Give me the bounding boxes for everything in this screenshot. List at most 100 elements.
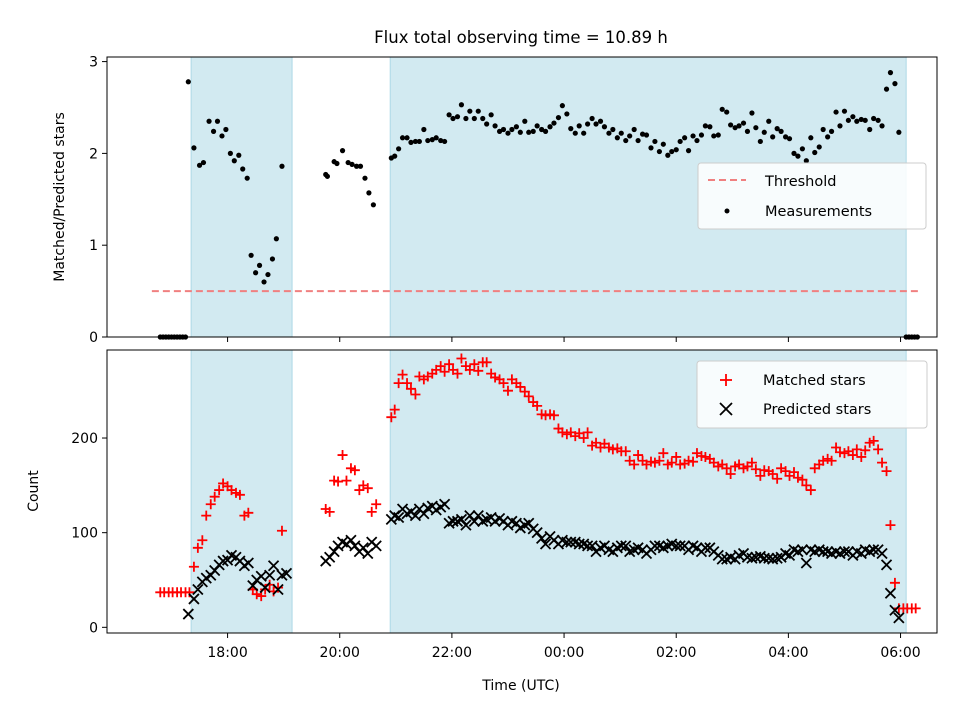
measurement-point [576, 123, 582, 129]
matched-star-point [582, 427, 593, 438]
measurement-point [841, 108, 848, 114]
predicted-star-point [409, 509, 422, 522]
top-legend: Threshold Measurements [697, 162, 927, 230]
measurement-point [887, 70, 894, 76]
measurement-point [334, 160, 340, 167]
measurement-point [618, 130, 624, 136]
matched-star-point [721, 463, 732, 474]
bottom-y-ticks: 0 100 200 [71, 431, 107, 636]
predicted-star-point [565, 536, 577, 548]
measurement-point [324, 173, 330, 179]
measurement-point [665, 152, 671, 158]
measurement-point [728, 122, 734, 128]
measurement-point [339, 148, 346, 154]
matched-star-point [889, 577, 900, 588]
measurement-point [875, 117, 881, 123]
measurement-point [488, 112, 494, 118]
predicted-star-point [188, 593, 200, 605]
matched-star-point [188, 561, 199, 572]
measurement-point [610, 126, 616, 133]
matched-star-point [333, 476, 344, 487]
measurement-point [892, 81, 898, 87]
measurement-point [825, 134, 831, 140]
measurement-point [438, 137, 444, 144]
matched-star-point [620, 446, 631, 457]
measurement-point [572, 130, 578, 136]
bottom-plot-frame [106, 349, 938, 634]
measurement-point [581, 130, 587, 136]
measurement-point [740, 120, 747, 126]
measurement-point [185, 79, 191, 85]
measurement-point [269, 256, 276, 262]
measurement-point [707, 124, 713, 130]
bottom-legend-box [696, 360, 928, 429]
measurement-point [196, 162, 203, 168]
predicted-star-points [182, 498, 905, 624]
measurement-point [555, 114, 562, 121]
legend-matched-label: Matched stars [763, 373, 866, 389]
measurement-point [454, 114, 461, 120]
measurement-point [404, 135, 410, 141]
measurement-point [685, 148, 692, 154]
measurement-point [345, 159, 351, 166]
measurement-point [539, 126, 545, 133]
measurement-point [639, 131, 646, 137]
matched-star-point [473, 365, 484, 376]
measurement-point [463, 115, 469, 122]
measurement-point [795, 153, 801, 159]
predicted-star-point [796, 544, 809, 556]
matched-star-point [337, 450, 348, 461]
measurement-point [623, 137, 629, 144]
measurement-point [480, 115, 486, 122]
matched-star-point [371, 499, 382, 510]
matched-star-point [881, 466, 892, 477]
matched-star-point [456, 353, 467, 364]
x-tick-label: 20:00 [320, 645, 360, 661]
measurement-point [509, 126, 515, 133]
measurement-point [593, 121, 599, 127]
predicted-star-point [182, 608, 194, 620]
matched-star-point [671, 451, 682, 462]
measurement-point [656, 148, 662, 155]
measurement-point [673, 147, 679, 153]
measurement-point [492, 123, 498, 129]
measurement-point [357, 163, 364, 169]
matched-star-point [805, 485, 816, 496]
measurement-point [845, 117, 851, 123]
matched-star-point [877, 457, 888, 468]
matched-star-point [826, 455, 837, 466]
matched-star-point [201, 510, 212, 521]
measurement-point [214, 118, 221, 124]
measurement-point [416, 138, 422, 145]
matched-star-point [389, 404, 400, 415]
predicted-star-point [615, 540, 627, 552]
predicted-star-point [889, 604, 901, 616]
matched-star-point [885, 520, 896, 531]
measurement-point [816, 144, 822, 150]
predicted-star-point [263, 569, 276, 581]
top-y-axis-label: Matched/Predicted stars [52, 112, 68, 282]
measurement-point [442, 138, 448, 145]
x-tick-label: 06:00 [880, 645, 920, 661]
matched-star-point [234, 489, 245, 500]
predicted-star-point [280, 567, 293, 580]
predicted-star-point [267, 560, 280, 572]
measurement-point [867, 126, 873, 133]
legend-predicted-marker [719, 402, 733, 416]
predicted-star-point [370, 540, 382, 552]
predicted-star-point [539, 538, 552, 550]
measurement-point [353, 163, 360, 169]
predicted-star-point [468, 515, 480, 527]
measurement-point [803, 158, 809, 164]
measurement-point [614, 135, 620, 141]
measurement-point [227, 150, 233, 156]
measurement-point [366, 190, 372, 196]
predicted-star-point [272, 583, 284, 596]
measurement-point [425, 137, 431, 144]
measurement-points [157, 70, 920, 340]
measurement-point [568, 126, 574, 132]
measurement-point [500, 126, 507, 133]
measurement-point [446, 112, 452, 118]
measurement-point [601, 124, 608, 130]
